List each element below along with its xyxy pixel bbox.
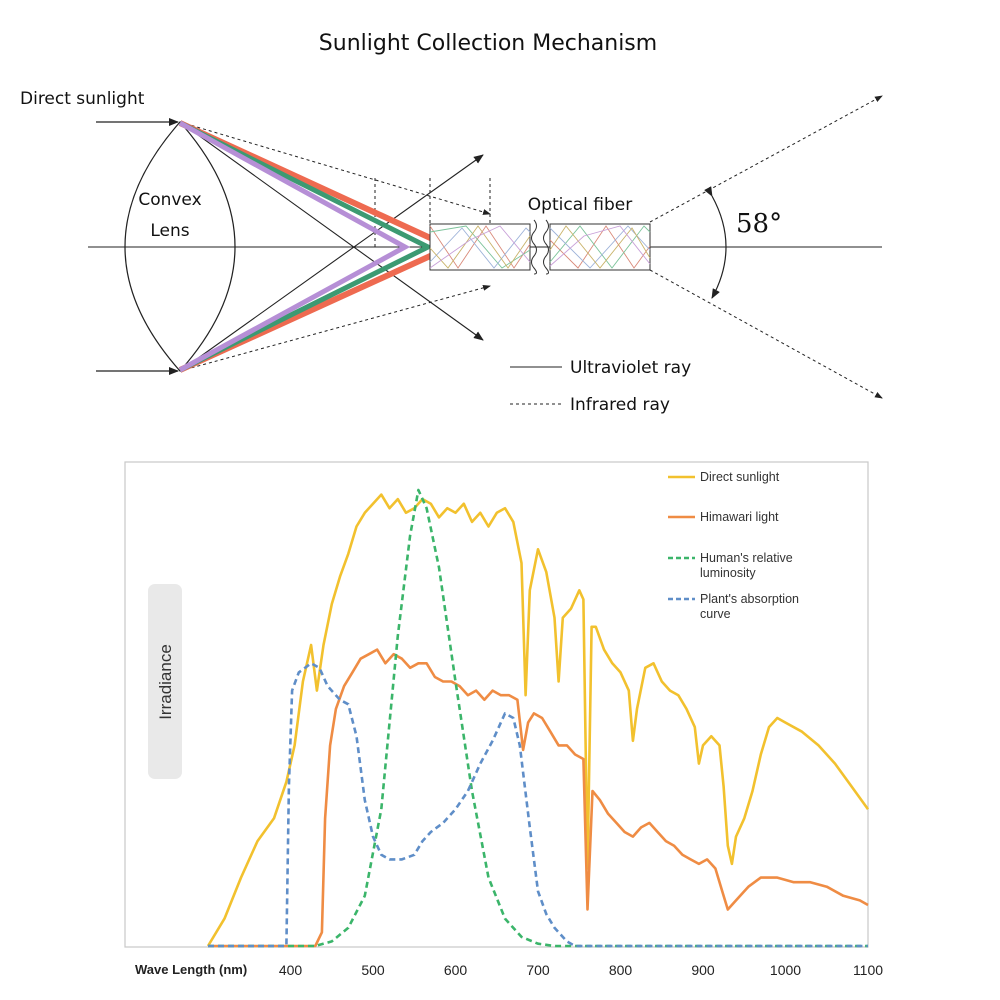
chart-frame bbox=[124, 461, 869, 948]
legend-label-4: Plant's absorption curve bbox=[700, 592, 799, 621]
direct-sunlight-label: Direct sunlight bbox=[20, 89, 145, 109]
x-tick-label: 900 bbox=[691, 962, 715, 978]
x-tick-label: 800 bbox=[609, 962, 633, 978]
angle-label: 58° bbox=[736, 209, 782, 239]
series-line-3 bbox=[208, 488, 868, 948]
fiber-body-right bbox=[549, 223, 651, 271]
irradiance-chart: Irradiance Wave Length (nm) 400 500 600 700… bbox=[124, 461, 883, 978]
optical-fiber-segment-right bbox=[549, 223, 651, 271]
fiber-ray-olive-left bbox=[429, 225, 531, 269]
fiber-ray-purple-left bbox=[429, 225, 531, 269]
x-tick-label: 600 bbox=[444, 962, 468, 978]
purple-beam bbox=[178, 120, 411, 373]
fiber-ray-green-right bbox=[549, 225, 651, 269]
legend-label-2: Himawari light bbox=[700, 510, 779, 524]
y-axis-label: Irradiance bbox=[156, 644, 175, 720]
fiber-ray-red-right bbox=[549, 225, 651, 269]
lens-label-line2: Lens bbox=[150, 221, 189, 241]
ylabel-pill bbox=[148, 584, 182, 779]
green-beam bbox=[178, 120, 434, 373]
optical-fiber-label: Optical fiber bbox=[528, 195, 632, 215]
output-ray-down bbox=[649, 269, 883, 399]
uv-ray-up bbox=[179, 154, 484, 372]
series-line-1 bbox=[206, 493, 870, 947]
x-tick-label: 1100 bbox=[853, 962, 883, 978]
uv-ray-down bbox=[179, 121, 484, 341]
x-tick-label: 1000 bbox=[770, 962, 801, 978]
fiber-ray-purple-right bbox=[549, 225, 651, 267]
legend-ir-label: Infrared ray bbox=[570, 395, 670, 415]
collection-diagram: Sunlight Collection Mechanism Direct sun… bbox=[20, 31, 883, 415]
series-line-4 bbox=[208, 661, 868, 948]
lens-label-line1: Convex bbox=[138, 190, 201, 210]
optical-fiber-segment-left bbox=[429, 223, 531, 271]
fiber-body-left bbox=[429, 223, 531, 271]
x-tick-label: 500 bbox=[361, 962, 385, 978]
chart-legend: Direct sunlight Himawari light Human's rel… bbox=[668, 470, 799, 621]
diagram-title: Sunlight Collection Mechanism bbox=[319, 31, 657, 56]
fiber-ray-blue-left bbox=[429, 227, 531, 269]
x-tick-label: 700 bbox=[526, 962, 550, 978]
chart-series bbox=[206, 488, 870, 948]
fiber-ray-olive-right bbox=[549, 225, 651, 269]
fiber-break-right bbox=[543, 219, 549, 275]
legend-label-1: Direct sunlight bbox=[700, 470, 780, 484]
angle-arc bbox=[704, 186, 727, 299]
fiber-break-left bbox=[531, 219, 537, 275]
series-line-2 bbox=[208, 648, 869, 948]
legend-label-3: Human's relative luminosity bbox=[700, 551, 793, 580]
fiber-ray-red-left bbox=[429, 225, 531, 269]
x-tick-labels: 400 500 600 700 800 900 1000 1100 bbox=[279, 962, 883, 978]
output-ray-up bbox=[649, 95, 883, 223]
fiber-ray-green-left bbox=[429, 225, 531, 269]
x-tick-label: 400 bbox=[279, 962, 303, 978]
x-axis-label: Wave Length (nm) bbox=[135, 962, 247, 977]
legend-uv-label: Ultraviolet ray bbox=[570, 358, 691, 378]
